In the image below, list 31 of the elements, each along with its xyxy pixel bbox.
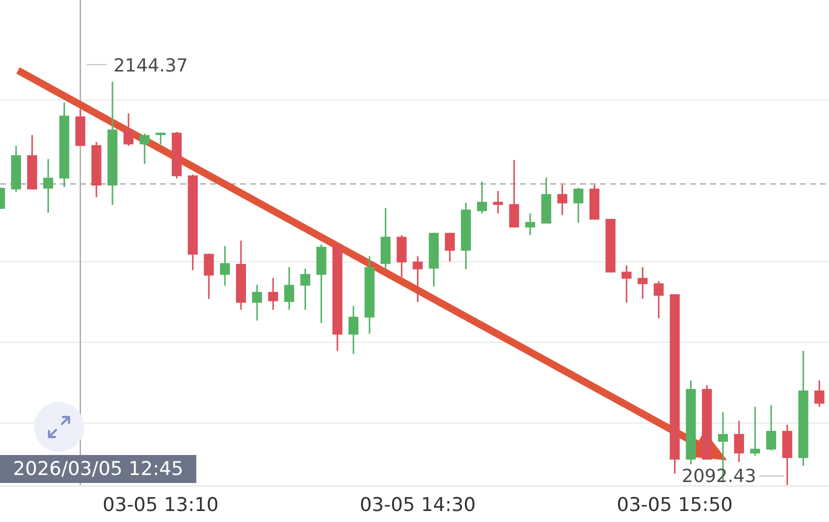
candlestick <box>654 280 664 320</box>
candlestick <box>509 159 520 228</box>
candlestick <box>557 184 568 216</box>
x-tick-label: 03-05 15:50 <box>616 494 733 516</box>
candlestick <box>573 187 584 224</box>
candlestick <box>766 404 776 452</box>
candlestick <box>750 406 760 456</box>
candlestick <box>493 190 504 214</box>
candlestick <box>156 132 166 146</box>
candlestick <box>284 266 294 310</box>
candlestick <box>412 255 423 303</box>
candlestick <box>444 232 455 262</box>
annotation: 2144.37 <box>113 55 188 76</box>
candlestick <box>622 264 632 304</box>
candlestick <box>348 305 358 355</box>
candlestick <box>525 212 536 236</box>
ref-line-label: 2026/03/05 12:45 <box>13 458 184 480</box>
x-tick-label: 03-05 14:30 <box>360 494 476 516</box>
candlestick <box>252 284 262 322</box>
x-tick-label: 03-05 13:10 <box>102 494 219 516</box>
candlestick <box>268 277 278 310</box>
candlestick <box>43 158 54 214</box>
candlestick <box>476 180 487 214</box>
candlestick <box>814 380 824 408</box>
candlestick <box>124 112 134 147</box>
candlestick <box>734 420 744 463</box>
candlestick <box>300 268 310 310</box>
candlestick <box>204 253 214 300</box>
candlestick <box>140 132 150 165</box>
candlestick <box>638 266 648 300</box>
candlestick <box>220 245 230 286</box>
